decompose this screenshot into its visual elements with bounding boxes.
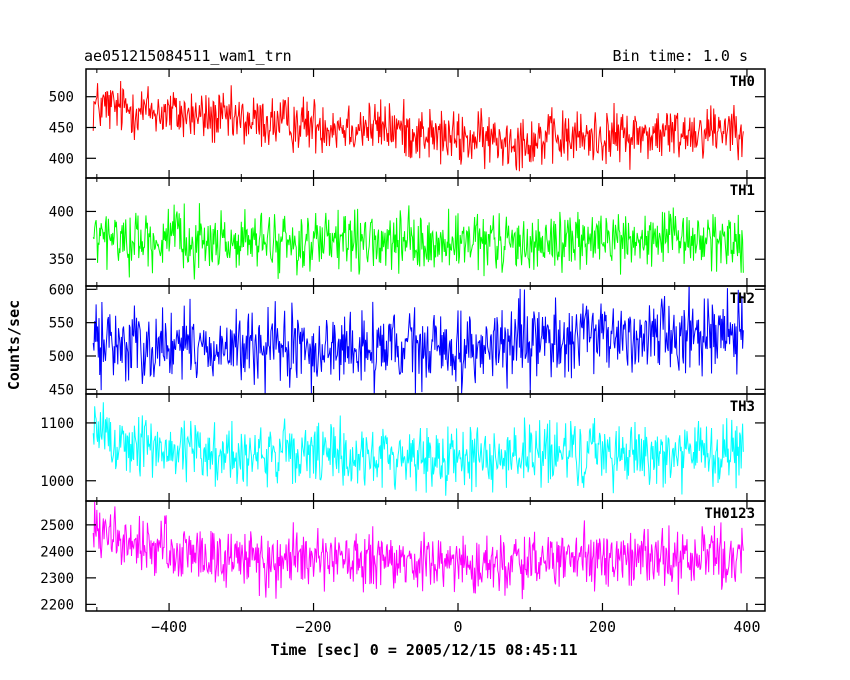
y-tick-label: 400 xyxy=(49,204,74,220)
series-line-th1 xyxy=(92,203,744,280)
x-axis-label: Time [sec] 0 = 2005/12/15 08:45:11 xyxy=(270,641,577,659)
series-line-th0 xyxy=(92,80,744,172)
panel-th0123: 2200 2300 2400 2500 TH0123 xyxy=(40,500,766,613)
y-tick-label: 400 xyxy=(49,151,74,167)
series-line-th2 xyxy=(92,286,744,394)
y-tick-label: 1100 xyxy=(40,416,74,432)
series-label-th1: TH1 xyxy=(730,183,755,199)
y-tick-label: 2200 xyxy=(40,597,74,613)
panel-th3: 1000 1100 TH3 xyxy=(40,393,766,502)
chart-title: ae051215084511_wam1_trn xyxy=(84,47,292,65)
y-tick-label: 550 xyxy=(49,316,74,332)
y-tick-label: 2500 xyxy=(40,518,74,534)
series-label-th0: TH0 xyxy=(730,74,755,90)
y-tick-label: 600 xyxy=(49,282,74,298)
panel-th2: 450 500 550 600 TH2 xyxy=(49,282,766,398)
x-tick-label: −400 xyxy=(151,618,187,636)
y-tick-label: 2400 xyxy=(40,544,74,560)
panel-th1: 350 400 TH1 xyxy=(49,177,766,287)
series-line-th3 xyxy=(92,402,744,496)
y-axis-label: Counts/sec xyxy=(5,300,23,390)
y-tick-label: 500 xyxy=(49,90,74,106)
y-tick-label: 350 xyxy=(49,252,74,268)
series-label-th2: TH2 xyxy=(730,291,755,307)
x-tick-label: 200 xyxy=(589,618,616,636)
bin-time-label: Bin time: 1.0 s xyxy=(613,47,748,65)
x-tick-label: −200 xyxy=(295,618,331,636)
y-tick-label: 1000 xyxy=(40,474,74,490)
y-tick-label: 450 xyxy=(49,382,74,398)
y-tick-label: 2300 xyxy=(40,571,74,587)
x-tick-label: 0 xyxy=(453,618,462,636)
x-tick-label: 400 xyxy=(733,618,760,636)
y-tick-label: 500 xyxy=(49,349,74,365)
panels-layer: 400 450 500 TH0 350 400 TH1 450 500 550 600 TH2 1000… xyxy=(40,68,766,636)
x-axis: −400 −200 0 200 400 xyxy=(151,618,760,636)
y-tick-label: 450 xyxy=(49,121,74,137)
panel-frame xyxy=(85,500,766,612)
series-label-th3: TH3 xyxy=(730,399,755,415)
series-line-th0123 xyxy=(92,501,744,600)
series-label-th0123: TH0123 xyxy=(704,506,755,522)
panel-th0: 400 450 500 TH0 xyxy=(49,68,766,179)
